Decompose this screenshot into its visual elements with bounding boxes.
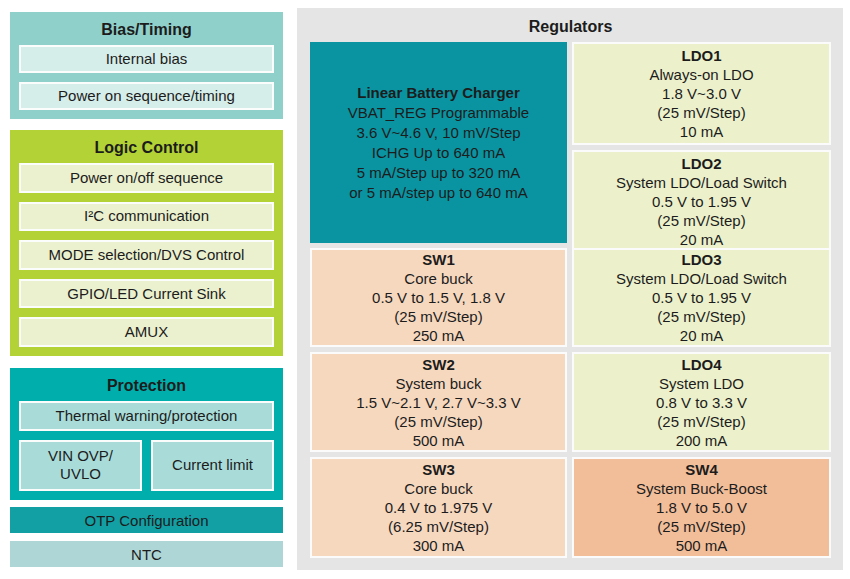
protection-title: Protection [19, 373, 274, 401]
ldo1-line: (25 mV/Step) [657, 103, 745, 122]
sw2-line: 500 mA [413, 431, 465, 450]
sw2-title: SW2 [422, 355, 455, 374]
otp-configuration-bar: OTP Configuration [10, 507, 283, 533]
protection-items: Thermal warning/protection VIN OVP/ UVLO… [19, 401, 274, 491]
block-ldo4: LDO4 System LDO 0.8 V to 3.3 V (25 mV/St… [572, 352, 831, 452]
ldo4-line: System LDO [659, 374, 744, 393]
protection-split-row: VIN OVP/ UVLO Current limit [19, 440, 274, 491]
vin-ovp-line: VIN OVP/ [48, 447, 113, 465]
bias-timing-title: Bias/Timing [19, 17, 274, 45]
sw4-line: (25 mV/Step) [657, 517, 745, 536]
sw4-title: SW4 [685, 460, 718, 479]
charger-line: 5 mA/Step up to 320 mA [357, 163, 520, 183]
ldo4-line: 200 mA [676, 431, 728, 450]
ldo1-line: 1.8 V~3.0 V [662, 84, 741, 103]
protection-block: Protection Thermal warning/protection VI… [10, 368, 283, 500]
block-ldo2: LDO2 System LDO/Load Switch 0.5 V to 1.9… [572, 150, 831, 253]
ldo3-line: (25 mV/Step) [657, 307, 745, 326]
sw3-title: SW3 [422, 460, 455, 479]
bias-timing-block: Bias/Timing Internal bias Power on seque… [10, 12, 283, 119]
ntc-bar: NTC [10, 541, 283, 567]
logic-control-title: Logic Control [19, 135, 274, 163]
block-sw1: SW1 Core buck 0.5 V to 1.5 V, 1.8 V (25 … [310, 248, 567, 347]
logic-control-items: Power on/off sequence I²C communication … [19, 163, 274, 347]
ldo3-line: 0.5 V to 1.95 V [652, 288, 751, 307]
sw2-line: (25 mV/Step) [394, 412, 482, 431]
ldo1-title: LDO1 [681, 46, 721, 65]
ldo2-line: 0.5 V to 1.95 V [652, 192, 751, 211]
block-sw4: SW4 System Buck-Boost 1.8 V to 5.0 V (25… [572, 457, 831, 558]
sw3-line: 0.4 V to 1.975 V [385, 498, 493, 517]
item-current-limit: Current limit [151, 440, 274, 491]
sw3-line: 300 mA [413, 536, 465, 555]
sw1-title: SW1 [422, 250, 455, 269]
charger-line: or 5 mA/step up to 640 mA [349, 183, 527, 203]
sw3-line: Core buck [404, 479, 472, 498]
charger-line: 3.6 V~4.6 V, 10 mV/Step [356, 123, 520, 143]
ldo4-line: 0.8 V to 3.3 V [656, 393, 747, 412]
sw2-line: 1.5 V~2.1 V, 2.7 V~3.3 V [356, 393, 521, 412]
item-power-onoff-sequence: Power on/off sequence [19, 163, 274, 193]
ldo2-line: System LDO/Load Switch [616, 173, 787, 192]
uvlo-line: UVLO [48, 465, 113, 483]
left-column: Bias/Timing Internal bias Power on seque… [10, 12, 283, 567]
regulators-panel: Regulators Linear Battery Charger VBAT_R… [297, 8, 843, 570]
sw4-line: System Buck-Boost [636, 479, 767, 498]
sw3-line: (6.25 mV/Step) [388, 517, 489, 536]
ldo2-line: 20 mA [680, 230, 723, 249]
sw2-line: System buck [396, 374, 482, 393]
charger-title: Linear Battery Charger [357, 83, 520, 103]
block-sw3: SW3 Core buck 0.4 V to 1.975 V (6.25 mV/… [310, 457, 567, 558]
block-sw2: SW2 System buck 1.5 V~2.1 V, 2.7 V~3.3 V… [310, 352, 567, 452]
sw1-line: (25 mV/Step) [394, 307, 482, 326]
sw4-line: 500 mA [676, 536, 728, 555]
item-i2c-communication: I²C communication [19, 202, 274, 232]
sw1-line: 0.5 V to 1.5 V, 1.8 V [372, 288, 505, 307]
ldo3-line: 20 mA [680, 326, 723, 345]
ldo1-ldo2-stack: LDO1 Always-on LDO 1.8 V~3.0 V (25 mV/St… [572, 42, 831, 243]
item-mode-selection-dvs: MODE selection/DVS Control [19, 240, 274, 270]
ldo2-line: (25 mV/Step) [657, 211, 745, 230]
ldo4-line: (25 mV/Step) [657, 412, 745, 431]
regulators-title: Regulators [310, 14, 831, 42]
ldo1-line: 10 mA [680, 122, 723, 141]
ldo3-line: System LDO/Load Switch [616, 269, 787, 288]
bias-timing-items: Internal bias Power on sequence/timing [19, 45, 274, 110]
item-gpio-led-current-sink: GPIO/LED Current Sink [19, 279, 274, 309]
item-vin-ovp-uvlo: VIN OVP/ UVLO [19, 440, 142, 491]
regulators-grid: Linear Battery Charger VBAT_REG Programm… [310, 42, 831, 558]
ldo4-title: LDO4 [681, 355, 721, 374]
sw1-line: 250 mA [413, 326, 465, 345]
ldo1-line: Always-on LDO [649, 65, 753, 84]
block-ldo3: LDO3 System LDO/Load Switch 0.5 V to 1.9… [572, 248, 831, 347]
block-linear-battery-charger: Linear Battery Charger VBAT_REG Programm… [310, 42, 567, 243]
sw4-line: 1.8 V to 5.0 V [656, 498, 747, 517]
item-internal-bias: Internal bias [19, 45, 274, 73]
logic-control-block: Logic Control Power on/off sequence I²C … [10, 130, 283, 356]
item-thermal-warning-protection: Thermal warning/protection [19, 401, 274, 431]
ldo3-title: LDO3 [681, 250, 721, 269]
charger-line: ICHG Up to 640 mA [372, 143, 505, 163]
charger-line: VBAT_REG Programmable [348, 103, 529, 123]
ldo2-title: LDO2 [681, 154, 721, 173]
item-amux: AMUX [19, 317, 274, 347]
sw1-line: Core buck [404, 269, 472, 288]
block-ldo1: LDO1 Always-on LDO 1.8 V~3.0 V (25 mV/St… [572, 42, 831, 145]
item-power-on-sequence-timing: Power on sequence/timing [19, 82, 274, 110]
